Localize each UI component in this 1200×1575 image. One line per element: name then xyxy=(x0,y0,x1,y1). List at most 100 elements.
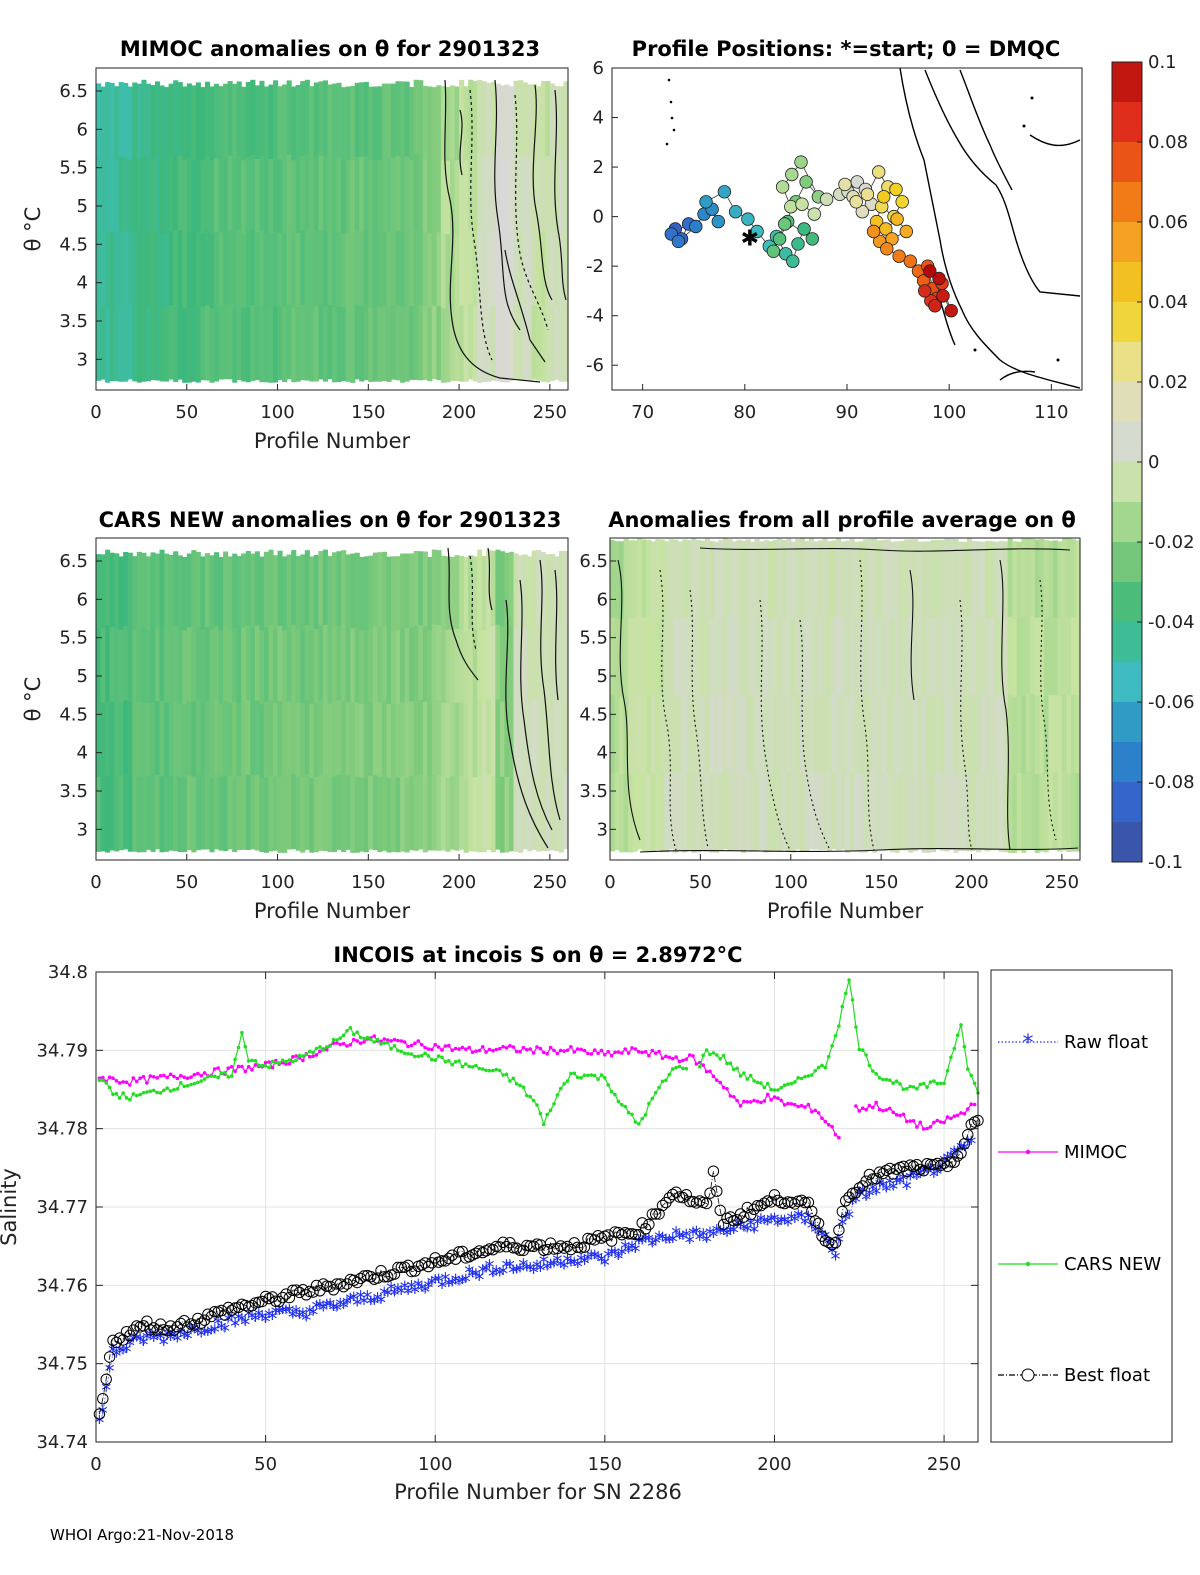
heatmap-cell xyxy=(668,539,674,618)
heatmap-cell xyxy=(450,306,456,381)
heatmap-cell xyxy=(718,539,724,618)
cars-point xyxy=(725,1061,729,1066)
heatmap-cell xyxy=(372,307,378,382)
heatmap-cell xyxy=(300,155,306,231)
mimoc-point xyxy=(250,1068,254,1072)
profile-position-point xyxy=(944,304,958,318)
colorbar-band xyxy=(1112,662,1142,703)
heatmap-cell xyxy=(227,556,233,631)
allavg-contours xyxy=(617,547,1079,853)
heatmap-cell xyxy=(345,233,351,309)
best-point xyxy=(307,1286,319,1298)
heatmap-cell xyxy=(939,695,945,774)
heatmap-cell xyxy=(150,776,156,852)
raw-point: * xyxy=(457,1271,467,1295)
heatmap-cell xyxy=(182,308,188,383)
heatmap-cell xyxy=(214,306,220,382)
heatmap-cell xyxy=(322,624,328,701)
raw-point: * xyxy=(580,1252,590,1276)
heatmap-cell xyxy=(431,774,437,851)
heatmap-cell xyxy=(536,775,542,852)
raw-point: * xyxy=(379,1283,389,1307)
heatmap-cell xyxy=(336,306,342,383)
heatmap-cell xyxy=(768,695,774,774)
cars-point xyxy=(820,1063,824,1068)
mimoc-point xyxy=(138,1076,142,1080)
heatmap-cell xyxy=(786,772,792,851)
mimoc-point xyxy=(911,1119,916,1123)
heatmap-cell xyxy=(876,617,882,696)
mimoc-point xyxy=(168,1072,173,1077)
cars-point xyxy=(260,1063,265,1068)
heatmap-cell xyxy=(1003,618,1009,698)
raw-point: * xyxy=(298,1304,308,1328)
heatmap-cell xyxy=(200,702,206,777)
heatmap-cell xyxy=(845,540,851,620)
cars-point xyxy=(287,1058,292,1062)
heatmap-cell xyxy=(241,553,247,628)
heatmap-cell xyxy=(1021,538,1027,618)
mimoc-point xyxy=(406,1044,410,1049)
mimoc-point xyxy=(430,1047,434,1052)
heatmap-cell xyxy=(173,700,179,777)
heatmap-cell xyxy=(998,773,1004,852)
heatmap-cell xyxy=(704,616,710,696)
heatmap-cell xyxy=(759,541,765,619)
heatmap-cell xyxy=(917,618,923,696)
mimoc-point xyxy=(854,1104,858,1108)
heatmap-cell xyxy=(200,160,206,234)
heatmap-cell xyxy=(268,307,274,383)
y-tick-label: 34.75 xyxy=(36,1354,88,1375)
cars-point xyxy=(246,1059,251,1063)
mimoc-point xyxy=(776,1096,780,1100)
cars-point xyxy=(616,1099,621,1104)
heatmap-cell xyxy=(155,701,161,776)
cars-line xyxy=(99,1026,687,1127)
raw-point: * xyxy=(352,1293,362,1317)
footer-label: WHOI Argo:21-Nov-2018 xyxy=(50,1526,234,1544)
heatmap-cell xyxy=(750,696,756,774)
mimoc-point xyxy=(918,1120,923,1125)
raw-point: * xyxy=(518,1255,528,1279)
heatmap-cell xyxy=(468,703,474,778)
cars-point xyxy=(223,1070,227,1075)
heatmap-cell xyxy=(463,704,469,779)
heatmap-cell xyxy=(754,617,760,696)
heatmap-cell xyxy=(309,630,315,705)
best-point xyxy=(853,1182,865,1194)
mimoc-point xyxy=(810,1109,814,1114)
heatmap-cell xyxy=(363,777,369,853)
heatmap-cell xyxy=(209,234,215,309)
heatmap-cell xyxy=(313,157,319,233)
heatmap-cell xyxy=(854,619,860,698)
mimoc-point xyxy=(548,1045,553,1050)
heatmap-cell xyxy=(673,774,679,853)
heatmap-cell xyxy=(400,553,406,629)
mimoc-point xyxy=(623,1047,627,1051)
mimoc-point xyxy=(409,1043,414,1048)
heatmap-cell xyxy=(341,550,347,627)
heatmap-cell xyxy=(953,538,959,618)
heatmap-cell xyxy=(354,777,360,853)
heatmap-cell xyxy=(381,232,387,307)
heatmap-cell xyxy=(713,774,719,853)
heatmap-cell xyxy=(327,305,333,380)
heatmap-cell xyxy=(427,776,433,851)
heatmap-cell xyxy=(1057,541,1063,620)
heatmap-cell xyxy=(664,774,670,853)
heatmap-cell xyxy=(359,306,365,382)
legend-label: CARS NEW xyxy=(1064,1254,1161,1275)
heatmap-cell xyxy=(1066,773,1072,852)
x-tick-label: 0 xyxy=(90,402,101,423)
raw-point: * xyxy=(956,1138,966,1162)
heatmap-cell xyxy=(558,233,564,308)
heatmap-cell xyxy=(813,695,819,773)
cars-point xyxy=(409,1052,414,1056)
heatmap-cell xyxy=(173,230,179,307)
heatmap-cell xyxy=(136,776,142,853)
cars-point xyxy=(335,1038,339,1042)
heatmap-cell xyxy=(522,231,528,307)
heatmap-cell xyxy=(223,304,229,380)
colorbar: 0.10.080.060.040.020-0.02-0.04-0.06-0.08… xyxy=(1111,52,1195,873)
colorbar-band xyxy=(1112,142,1142,183)
